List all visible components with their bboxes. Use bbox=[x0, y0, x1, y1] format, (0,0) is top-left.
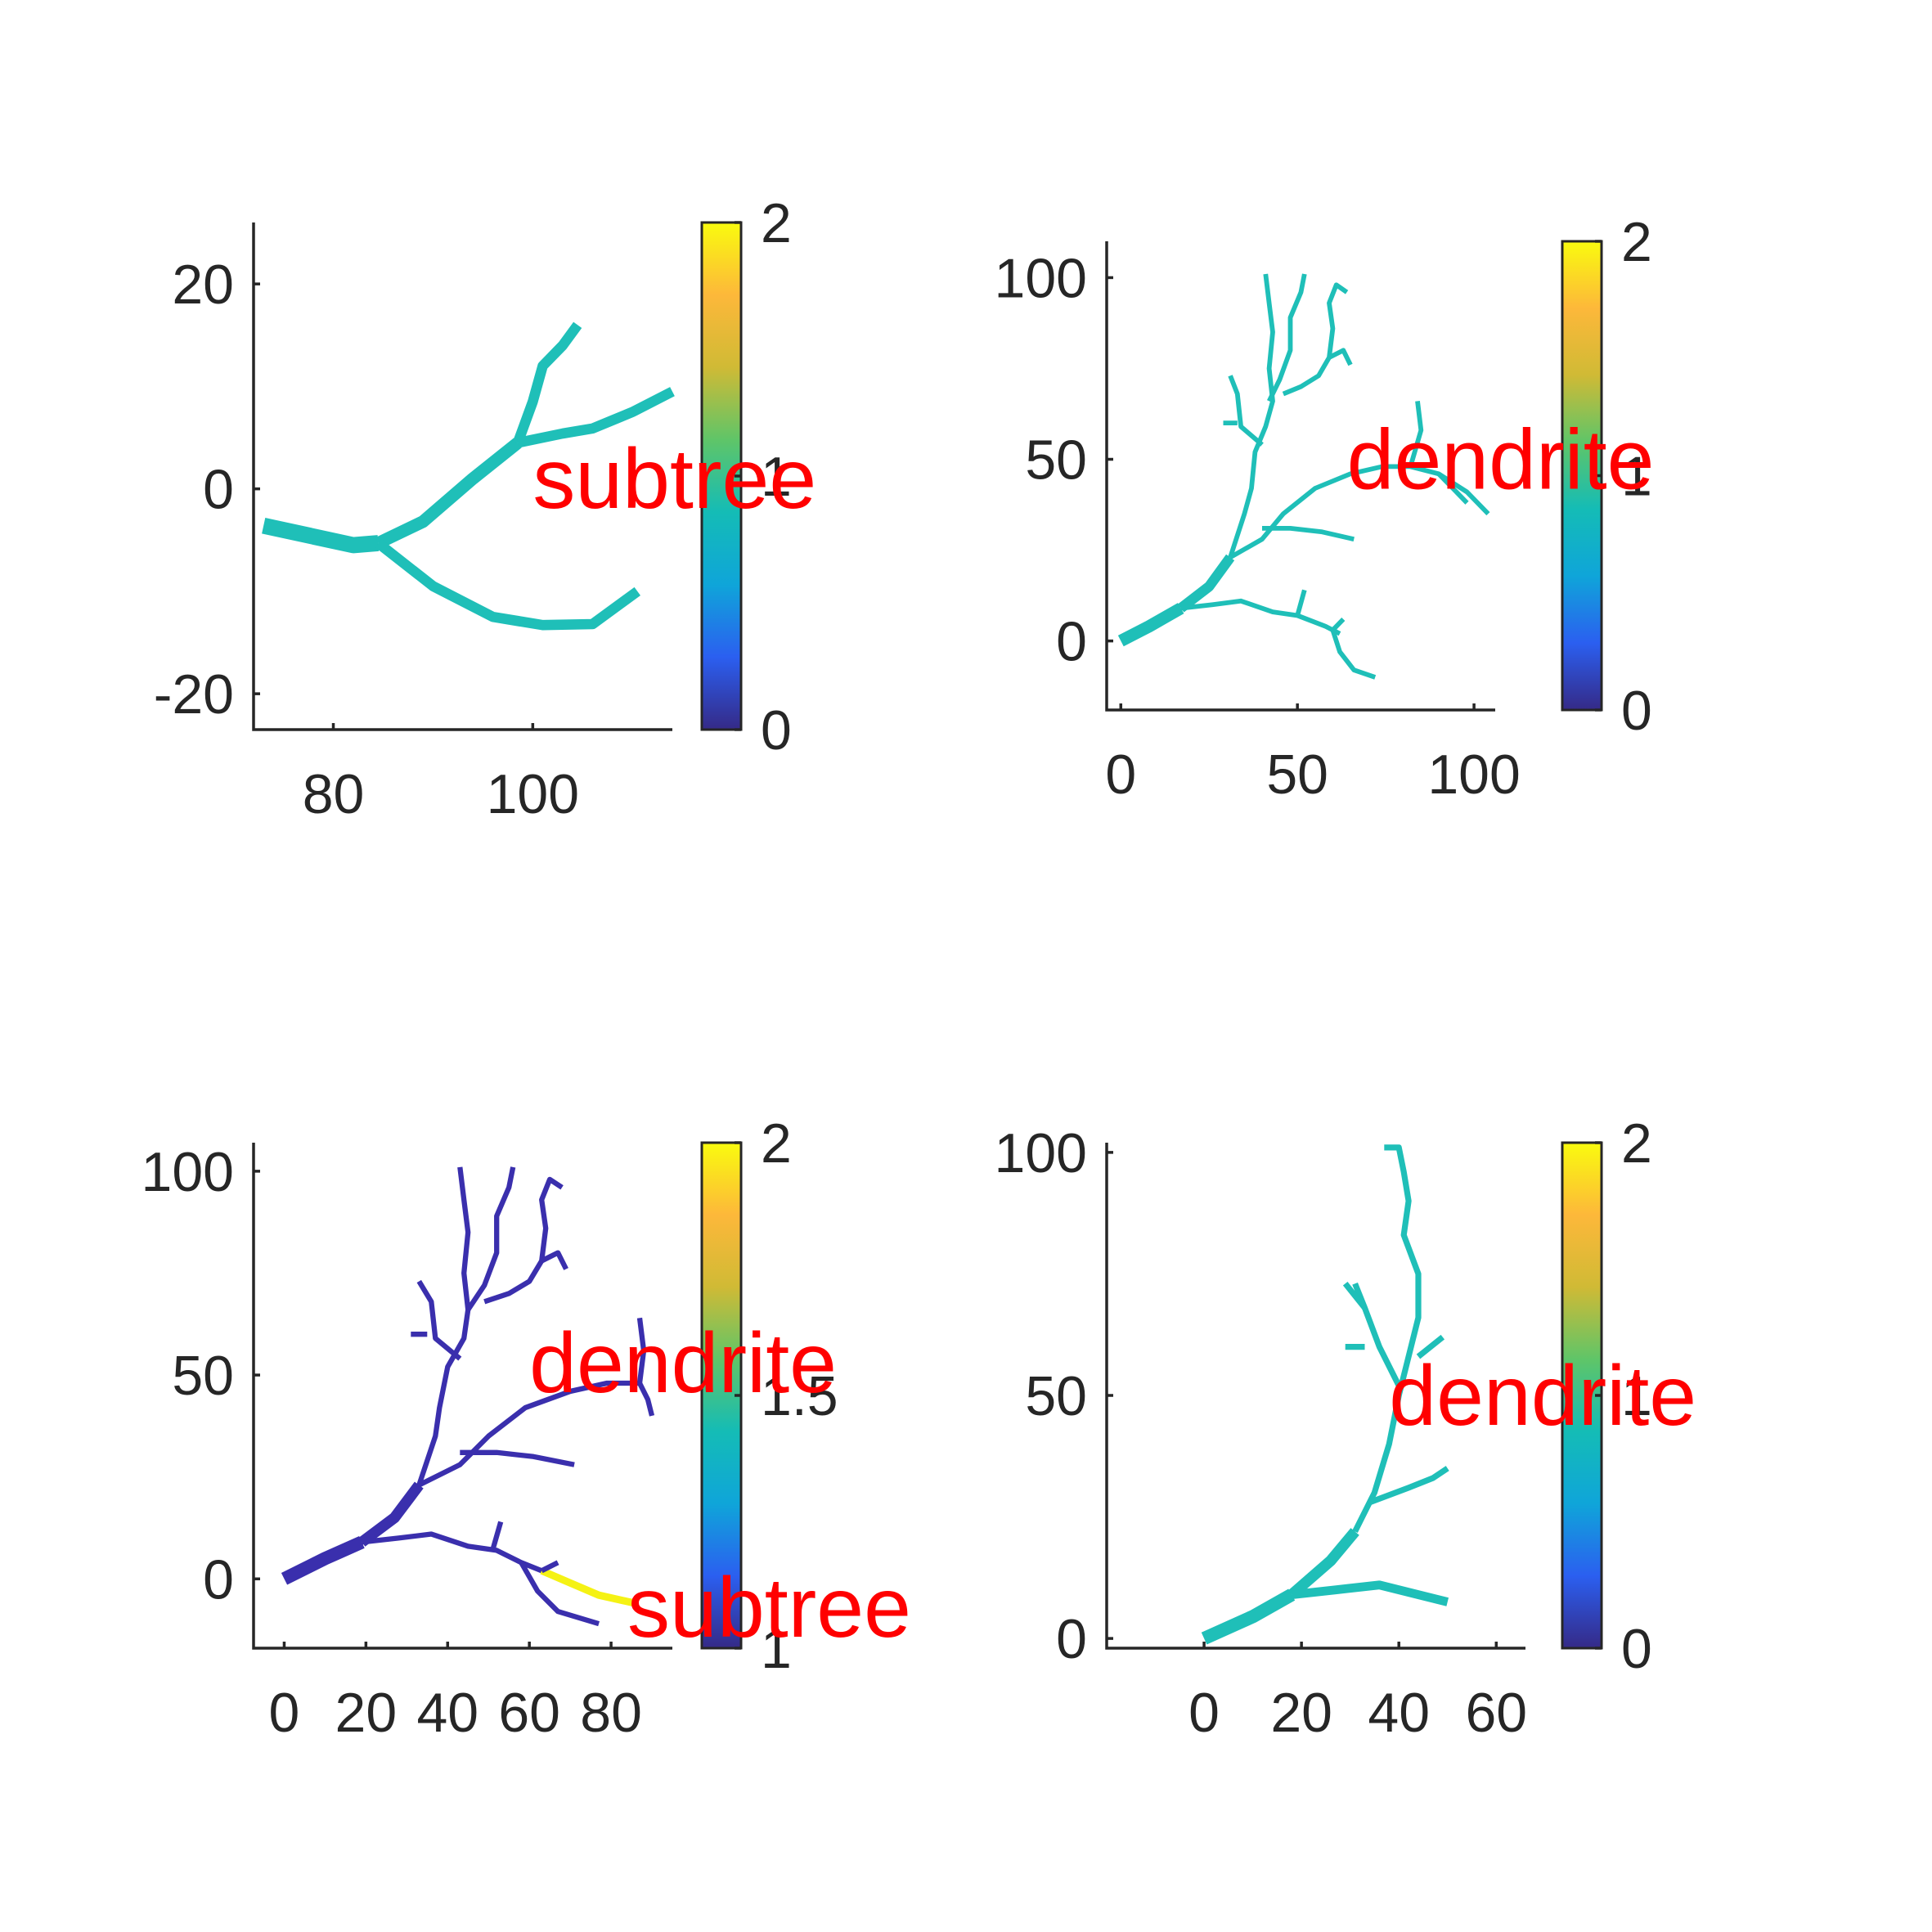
y-tick-label: 50 bbox=[172, 1345, 234, 1407]
branch-segment bbox=[1201, 1588, 1296, 1645]
branch-segment bbox=[483, 1176, 564, 1305]
y-tick-label: 100 bbox=[995, 1122, 1087, 1184]
y-tick-label: 0 bbox=[203, 459, 234, 521]
x-tick-label: 100 bbox=[1427, 744, 1520, 806]
branch-segment bbox=[1330, 629, 1377, 680]
branch-segment bbox=[1117, 603, 1184, 647]
colorbar-tick-label: 2 bbox=[761, 1112, 792, 1175]
y-tick-label: -20 bbox=[154, 663, 234, 726]
x-tick-label: 80 bbox=[303, 763, 365, 825]
branch-segment bbox=[519, 1561, 600, 1627]
branch-segment bbox=[1266, 273, 1307, 402]
branch-segment bbox=[540, 1560, 559, 1574]
branch-segment bbox=[1228, 375, 1264, 447]
y-tick-label: 50 bbox=[1025, 1365, 1087, 1427]
y-tick-label: 0 bbox=[203, 1548, 234, 1611]
colorbar-tick-label: 1 bbox=[1621, 1365, 1652, 1427]
axis-lines bbox=[1105, 241, 1495, 712]
branch-segment bbox=[1368, 1466, 1449, 1506]
branch-segment bbox=[460, 1449, 575, 1467]
colorbar-tick-label: 1 bbox=[761, 1618, 792, 1680]
x-tick-label: 0 bbox=[269, 1682, 300, 1744]
branch-segment bbox=[465, 1166, 516, 1312]
branch-segment bbox=[1282, 282, 1349, 397]
y-tick-label: 0 bbox=[1056, 1608, 1087, 1670]
branch-segment bbox=[1416, 1334, 1445, 1359]
x-tick-label: 80 bbox=[580, 1682, 642, 1744]
branch-segment bbox=[375, 539, 641, 631]
y-tick-label: 20 bbox=[172, 254, 234, 316]
axis-lines bbox=[252, 1143, 672, 1650]
x-tick-label: 20 bbox=[335, 1682, 398, 1744]
x-tick-label: 50 bbox=[1266, 744, 1328, 806]
panel-annotation: dendrite bbox=[529, 1316, 837, 1411]
colorbar-tick-label: 1 bbox=[761, 446, 792, 508]
branch-segment bbox=[1228, 273, 1275, 559]
branch-segment bbox=[540, 1250, 568, 1270]
branch-segment bbox=[416, 1166, 471, 1486]
branch-segment bbox=[1328, 348, 1353, 366]
branch-segment bbox=[1177, 554, 1235, 613]
branch-segment bbox=[490, 1521, 504, 1552]
branch-segment bbox=[375, 438, 522, 549]
colorbar bbox=[1561, 240, 1603, 712]
panel-annotation: subtree bbox=[532, 432, 816, 527]
panel-1: 80 100 20 0 -20 2 1 0 subtree bbox=[154, 192, 817, 825]
branch-segment bbox=[1287, 1528, 1359, 1599]
axis-lines bbox=[1105, 1143, 1525, 1650]
panel-3: 0 20 40 60 80 100 50 0 2 1.5 1 dendrite subtree bbox=[142, 1112, 911, 1744]
branch-segment bbox=[513, 321, 582, 445]
colorbar-tick-label: 1 bbox=[1621, 446, 1652, 508]
branch-segment bbox=[1180, 598, 1341, 636]
branch-segment bbox=[1262, 526, 1355, 542]
branch-segment bbox=[362, 1531, 543, 1574]
branch-segment bbox=[1342, 1282, 1368, 1310]
x-tick-label: 100 bbox=[487, 763, 579, 825]
branch-segment bbox=[262, 518, 380, 554]
branch-segment bbox=[416, 1279, 462, 1361]
x-tick-label: 40 bbox=[416, 1682, 479, 1744]
x-tick-label: 0 bbox=[1105, 744, 1136, 806]
branch-segment bbox=[417, 1380, 655, 1488]
branch-segment bbox=[358, 1481, 424, 1547]
branch-segment bbox=[540, 1567, 636, 1607]
branch-segment bbox=[1436, 472, 1469, 505]
x-tick-label: 0 bbox=[1188, 1682, 1220, 1744]
branch-segment bbox=[1295, 589, 1307, 617]
panel-4: 0 20 40 60 100 50 0 2 1 0 dendrite bbox=[995, 1112, 1697, 1744]
panel-annotation: dendrite bbox=[1347, 413, 1655, 508]
x-tick-label: 20 bbox=[1270, 1682, 1332, 1744]
colorbar-tick-label: 2 bbox=[1621, 211, 1652, 273]
branch-segment bbox=[1291, 1580, 1449, 1606]
branch-segment bbox=[1408, 401, 1424, 468]
panel-2: 0 50 100 100 50 0 2 1 0 dendrite bbox=[995, 211, 1655, 806]
y-tick-label: 100 bbox=[995, 247, 1087, 309]
branch-segment bbox=[1352, 1282, 1402, 1387]
y-tick-label: 100 bbox=[142, 1141, 234, 1203]
y-tick-label: 0 bbox=[1056, 611, 1087, 673]
colorbar-tick-label: 0 bbox=[1621, 680, 1652, 742]
branch-segment bbox=[516, 387, 675, 448]
panel-annotation: subtree bbox=[627, 1561, 911, 1656]
x-tick-label: 40 bbox=[1368, 1682, 1430, 1744]
branch-segment bbox=[281, 1535, 365, 1585]
colorbar-tick-label: 1.5 bbox=[761, 1365, 838, 1427]
branch-segment bbox=[636, 1317, 647, 1384]
branch-segment bbox=[1331, 617, 1346, 632]
colorbar-tick-label: 0 bbox=[1621, 1618, 1652, 1680]
y-tick-label: 50 bbox=[1025, 429, 1087, 492]
colorbar-tick-label: 2 bbox=[761, 192, 792, 254]
panel-annotation: dendrite bbox=[1389, 1349, 1696, 1444]
x-tick-label: 60 bbox=[1465, 1682, 1527, 1744]
colorbar-tick-label: 0 bbox=[761, 699, 792, 762]
x-tick-label: 60 bbox=[498, 1682, 560, 1744]
colorbar-tick-label: 2 bbox=[1621, 1112, 1652, 1175]
branch-segment bbox=[1352, 1144, 1422, 1534]
